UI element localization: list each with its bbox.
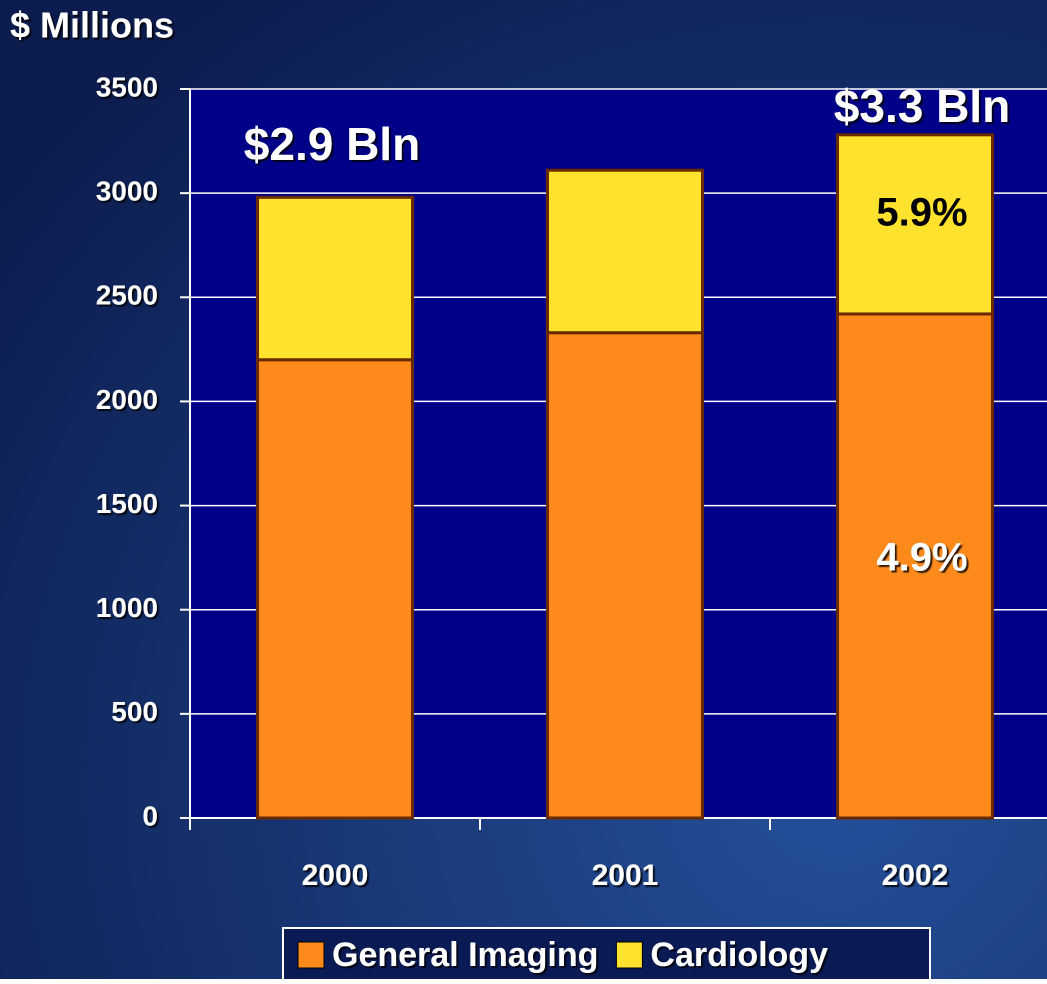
y-tick-label: 3000 bbox=[96, 176, 158, 207]
y-tick-label: 0 bbox=[142, 800, 158, 831]
y-tick-label: 2500 bbox=[96, 280, 158, 311]
legend-swatch bbox=[615, 941, 643, 969]
legend-label: General Imaging bbox=[332, 936, 598, 974]
legend-swatch bbox=[297, 941, 325, 969]
x-tick-label: 2000 bbox=[302, 859, 369, 892]
legend-box bbox=[282, 927, 931, 984]
bar-segment bbox=[836, 133, 994, 316]
bar-segment bbox=[256, 358, 414, 820]
bar-segment bbox=[836, 312, 994, 820]
annotation: $3.3 Bln bbox=[834, 80, 1010, 132]
y-tick-label: 3500 bbox=[96, 71, 158, 102]
annotation: $2.9 Bln bbox=[244, 118, 420, 170]
bar-segment bbox=[546, 331, 704, 820]
bar-segment bbox=[256, 195, 414, 362]
y-axis-label: $ Millions bbox=[10, 5, 174, 46]
y-tick-label: 500 bbox=[111, 696, 158, 727]
x-tick-label: 2001 bbox=[592, 859, 659, 892]
legend-label: Cardiology bbox=[650, 936, 828, 974]
bar-segment bbox=[546, 168, 704, 335]
y-tick-label: 1500 bbox=[96, 488, 158, 519]
y-tick-label: 1000 bbox=[96, 592, 158, 623]
y-tick-label: 2000 bbox=[96, 384, 158, 415]
x-tick-label: 2002 bbox=[882, 859, 949, 892]
annotation: 4.9% bbox=[876, 536, 967, 580]
annotation: 5.9% bbox=[876, 191, 967, 235]
